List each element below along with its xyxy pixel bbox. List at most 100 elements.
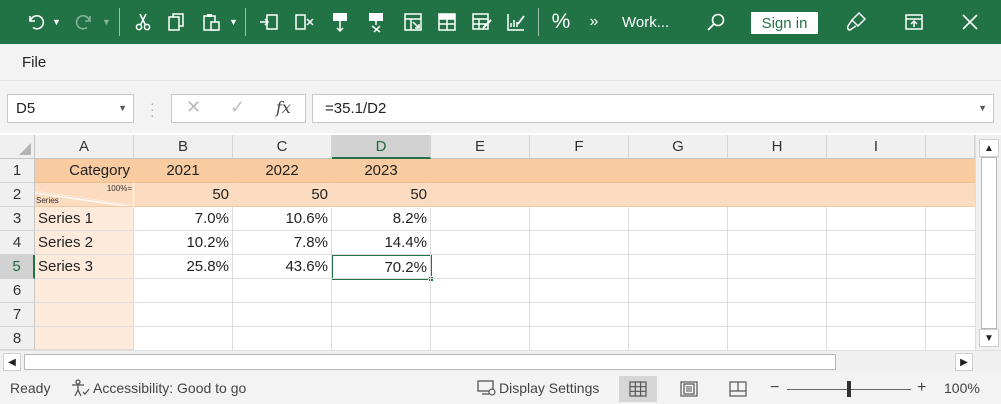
page-break-icon (729, 381, 747, 397)
row-header-3[interactable]: 3 (0, 207, 35, 231)
cell-a4[interactable]: Series 2 (35, 231, 134, 255)
horizontal-scrollbar[interactable]: ◀ ▶ (0, 350, 1001, 372)
brush-icon[interactable] (843, 0, 869, 44)
redo-icon[interactable] (72, 0, 98, 44)
cell-a6[interactable] (35, 279, 134, 303)
vertical-scrollbar[interactable]: ▲ ▼ (975, 135, 1001, 350)
workbook-title[interactable]: Work... (622, 13, 670, 31)
cell-c2[interactable]: 50 (233, 183, 332, 207)
column-header-i[interactable]: I (827, 135, 926, 159)
column-header-f[interactable]: F (530, 135, 629, 159)
accessibility-icon (72, 379, 90, 397)
percent-icon[interactable]: % (551, 10, 571, 33)
subheader-band-fill[interactable] (431, 183, 975, 207)
grid-lines (134, 207, 975, 350)
cell-a5[interactable]: Series 3 (35, 255, 134, 279)
header-band-fill[interactable] (431, 159, 975, 183)
zoom-in-button[interactable]: + (917, 379, 927, 396)
normal-view-button[interactable] (619, 376, 657, 402)
row-header-4[interactable]: 4 (0, 231, 35, 255)
display-settings-button[interactable]: Display Settings (477, 372, 599, 404)
row-header-7[interactable]: 7 (0, 303, 35, 327)
menu-bar: File (0, 44, 1001, 81)
zoom-out-button[interactable]: − (770, 379, 780, 396)
cell-a3[interactable]: Series 1 (35, 207, 134, 231)
sign-in-button[interactable]: Sign in (751, 12, 818, 34)
column-header-a[interactable]: A (35, 135, 134, 159)
format-table-icon[interactable] (400, 0, 426, 44)
row-header-1[interactable]: 1 (0, 159, 35, 183)
scroll-right-icon[interactable]: ▶ (955, 353, 973, 371)
cancel-icon[interactable]: ✕ (186, 97, 202, 117)
column-header-g[interactable]: G (629, 135, 728, 159)
enter-icon[interactable]: ✓ (230, 97, 246, 117)
table-icon[interactable] (434, 0, 460, 44)
maximize-icon[interactable] (901, 0, 927, 44)
insert-cells-icon[interactable] (256, 0, 282, 44)
scroll-up-icon[interactable]: ▲ (979, 139, 999, 157)
cell-c1[interactable]: 2022 (233, 159, 332, 183)
paste-icon[interactable] (198, 0, 224, 44)
column-header-d[interactable]: D (332, 135, 431, 159)
row-header-6[interactable]: 6 (0, 279, 35, 303)
cell-b1[interactable]: 2021 (134, 159, 233, 183)
row-header-5[interactable]: 5 (0, 255, 35, 279)
formula-input[interactable]: =35.1/D2 ▼ (312, 94, 994, 123)
ribbon-divider (538, 8, 539, 36)
cell-a8[interactable] (35, 327, 134, 350)
chevron-down-icon[interactable]: ▼ (118, 103, 127, 113)
select-all-button[interactable] (0, 135, 35, 159)
cell-b2[interactable]: 50 (134, 183, 233, 207)
cell-a1[interactable]: Category (35, 159, 134, 183)
column-header-b[interactable]: B (134, 135, 233, 159)
zoom-level[interactable]: 100% (944, 380, 980, 396)
search-icon[interactable] (704, 0, 728, 44)
copy-icon[interactable] (163, 0, 189, 44)
zoom-slider-thumb[interactable] (847, 381, 851, 397)
cell-d1[interactable]: 2023 (332, 159, 431, 183)
cell-a2-bottom-label: Series (36, 196, 59, 205)
name-box-value: D5 (16, 100, 36, 117)
drag-handle-icon[interactable]: · · · (150, 95, 155, 123)
cell-a2-top-label: 100%= (106, 184, 132, 193)
undo-icon[interactable] (22, 0, 48, 44)
accessibility-checker[interactable]: Accessibility: Good to go (70, 372, 246, 404)
display-settings-icon (477, 380, 496, 396)
cell-a7[interactable] (35, 303, 134, 327)
paste-dropdown-icon[interactable]: ▼ (229, 17, 238, 27)
page-break-view-button[interactable] (719, 376, 757, 402)
vertical-scroll-thumb[interactable] (981, 157, 997, 329)
cell-d2[interactable]: 50 (332, 183, 431, 207)
more-icon[interactable]: » (589, 13, 599, 30)
format-cells-icon[interactable] (469, 0, 495, 44)
insert-column-icon[interactable] (327, 0, 353, 44)
row-header-2[interactable]: 2 (0, 183, 35, 207)
undo-dropdown-icon[interactable]: ▼ (52, 17, 61, 27)
accessibility-label: Accessibility: Good to go (93, 380, 247, 396)
column-header-e[interactable]: E (431, 135, 530, 159)
formula-bar: D5 ▼ · · · ✕ ✓ fx =35.1/D2 ▼ (0, 81, 1001, 133)
name-box[interactable]: D5 ▼ (7, 94, 134, 123)
conditional-format-icon[interactable] (503, 0, 529, 44)
ribbon-divider (245, 8, 246, 36)
worksheet-grid: A B C D E F G H I 1 2 3 4 5 6 7 8 Catego… (0, 133, 1001, 350)
column-header-h[interactable]: H (728, 135, 827, 159)
row-header-8[interactable]: 8 (0, 327, 35, 350)
ribbon-divider (119, 8, 120, 36)
display-settings-label: Display Settings (499, 380, 600, 396)
scroll-left-icon[interactable]: ◀ (3, 353, 21, 371)
column-header-c[interactable]: C (233, 135, 332, 159)
delete-column-icon[interactable] (363, 0, 389, 44)
expand-formula-icon[interactable]: ▼ (978, 103, 987, 113)
file-menu-tab[interactable]: File (22, 54, 47, 71)
cut-icon[interactable] (130, 0, 156, 44)
redo-dropdown-icon[interactable]: ▼ (102, 17, 111, 27)
horizontal-scroll-thumb[interactable] (24, 354, 836, 370)
column-header-j[interactable] (926, 135, 975, 159)
delete-cells-icon[interactable] (291, 0, 317, 44)
page-layout-view-button[interactable] (670, 376, 708, 402)
close-icon[interactable] (957, 0, 983, 44)
scroll-down-icon[interactable]: ▼ (979, 329, 999, 347)
cell-a2[interactable]: 100%= Series (35, 183, 133, 207)
insert-function-icon[interactable]: fx (276, 98, 291, 117)
